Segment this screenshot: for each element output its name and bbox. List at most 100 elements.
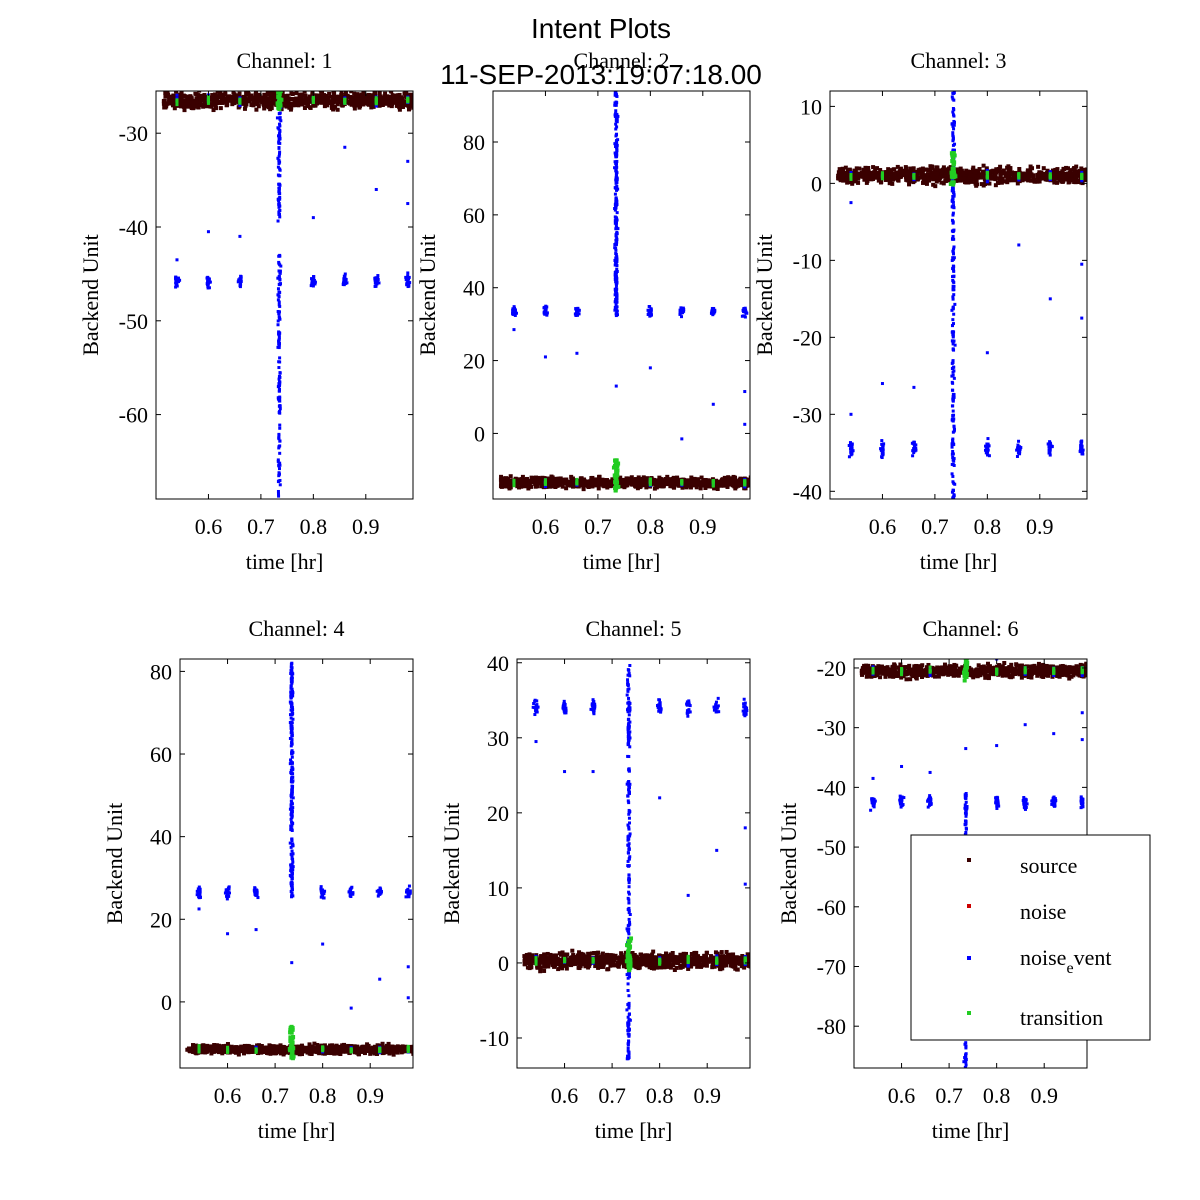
source-point — [858, 174, 863, 179]
noise-event-spike-point — [614, 103, 618, 107]
source-point — [1028, 164, 1033, 169]
noise-event-spike-point — [277, 152, 281, 156]
noise-event-spike-point — [277, 346, 281, 350]
source-point — [838, 178, 843, 183]
noise-event-point — [373, 276, 377, 280]
source-point — [229, 95, 234, 100]
transition-point — [613, 483, 618, 488]
source-point — [211, 108, 216, 113]
source-point — [289, 96, 294, 101]
noise-event-spike-point — [951, 249, 955, 253]
x-axis-label: time [hr] — [920, 549, 998, 574]
noise-event-point — [1016, 446, 1020, 450]
noise-event-spike-point — [278, 136, 282, 140]
noise-event-spike-point — [951, 97, 955, 101]
source-point — [188, 95, 193, 100]
source-point — [294, 96, 299, 101]
source-point — [499, 474, 504, 479]
noise-event-spike-point — [613, 192, 617, 196]
source-point — [974, 177, 979, 182]
source-point — [339, 99, 344, 104]
source-point — [387, 103, 392, 108]
x-tick-label: 0.7 — [584, 514, 612, 539]
noise-event-spike-point — [614, 270, 618, 274]
noise-event-spike-point — [277, 446, 281, 450]
noise-event-point — [911, 454, 915, 458]
noise-event-outlier — [406, 202, 410, 206]
noise-event-spike-point — [613, 103, 617, 107]
transition-point — [1017, 175, 1021, 179]
source-point — [307, 99, 312, 104]
source-point — [397, 107, 402, 112]
transition-point — [278, 91, 283, 94]
noise-event-spike-point — [952, 252, 956, 256]
noise-event-point — [577, 308, 581, 312]
noise-event-spike-point — [614, 169, 618, 173]
source-point — [510, 480, 515, 485]
source-point — [632, 478, 637, 483]
source-point — [1075, 178, 1080, 183]
source-point — [232, 94, 237, 99]
noise-event-spike-point — [278, 254, 282, 258]
source-point — [852, 169, 857, 174]
source-point — [1043, 172, 1048, 177]
noise-event-point — [985, 451, 989, 455]
noise-event-spike-point — [951, 187, 955, 191]
source-point — [732, 477, 737, 482]
noise-event-spike-point — [615, 132, 619, 136]
source-point — [303, 96, 308, 101]
noise-event-spike-point — [276, 173, 280, 177]
transition-point — [849, 177, 853, 181]
source-point — [289, 102, 294, 107]
noise-event-outlier — [175, 258, 179, 262]
source-point — [875, 166, 880, 171]
source-point — [593, 479, 598, 484]
source-point — [307, 105, 312, 110]
source-point — [498, 477, 503, 482]
source-point — [249, 102, 254, 107]
noise-event-spike-point — [616, 138, 620, 142]
noise-event-spike-point — [278, 271, 282, 275]
source-point — [389, 104, 394, 109]
source-point — [218, 94, 223, 99]
noise-event-spike-point — [615, 260, 619, 264]
noise-event-spike-point — [278, 399, 282, 403]
noise-event-spike-point — [277, 339, 281, 343]
source-point — [1045, 168, 1050, 173]
noise-event-spike-point — [952, 330, 956, 334]
source-point — [993, 183, 998, 188]
y-tick-label: -30 — [793, 402, 822, 427]
noise-event-spike-point — [951, 474, 955, 478]
source-point — [176, 100, 181, 105]
noise-event-spike-point — [613, 293, 617, 297]
source-point — [597, 481, 602, 486]
source-point — [397, 92, 402, 97]
source-point — [675, 475, 680, 480]
source-point — [220, 100, 225, 105]
source-point — [394, 103, 399, 108]
noise-event-spike-point — [614, 273, 618, 277]
source-point — [933, 184, 938, 189]
source-point — [339, 95, 344, 100]
source-point — [224, 100, 229, 105]
source-point — [581, 480, 586, 485]
source-point — [309, 97, 314, 102]
noise-event-spike-point — [950, 442, 954, 446]
noise-event-point — [574, 312, 578, 316]
channel-4-points — [185, 661, 413, 1061]
source-point — [217, 91, 222, 96]
source-point — [358, 104, 363, 109]
source-point — [850, 171, 855, 176]
noise-event-spike-point — [277, 197, 281, 201]
noise-event-spike-point — [952, 393, 956, 397]
noise-event-point — [345, 281, 349, 285]
source-point — [331, 95, 336, 100]
source-point — [698, 482, 703, 487]
noise-event-spike-point — [952, 193, 956, 197]
noise-event-spike-point — [277, 472, 281, 476]
transition-point — [543, 478, 547, 482]
source-point — [715, 486, 720, 491]
source-point — [1083, 177, 1087, 182]
noise-event-outlier — [1080, 262, 1084, 266]
